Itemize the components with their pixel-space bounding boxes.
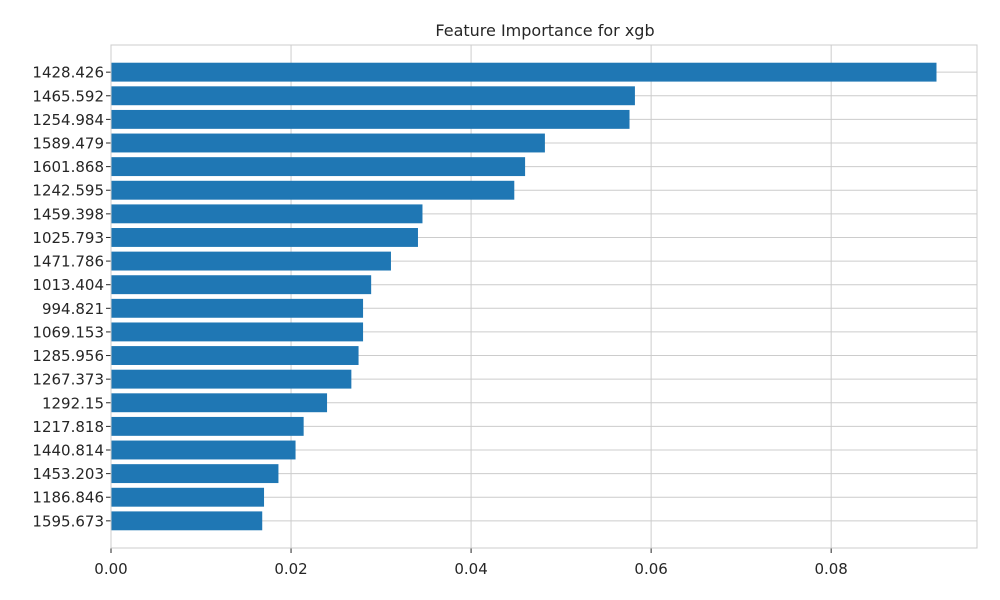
y-tick-label: 1025.793 — [32, 229, 104, 247]
x-tick-label: 0.08 — [814, 560, 847, 578]
x-tick-label: 0.04 — [454, 560, 487, 578]
y-tick-label: 1589.479 — [32, 135, 104, 153]
x-tick-label: 0.06 — [634, 560, 667, 578]
bar — [111, 204, 423, 224]
plot-frame — [110, 44, 978, 549]
y-tick-label: 1254.984 — [32, 111, 104, 129]
x-tick-label: 0.00 — [94, 560, 127, 578]
bar — [111, 86, 635, 106]
bar — [111, 416, 304, 436]
y-tick-label: 1069.153 — [32, 323, 104, 341]
y-tick-label: 1595.673 — [32, 512, 104, 530]
bars — [111, 62, 937, 531]
y-tick-label: 1471.786 — [32, 253, 104, 271]
bar — [111, 346, 359, 365]
chart-title: Feature Importance for xgb — [435, 21, 654, 40]
y-tick-label: 1242.595 — [32, 182, 104, 200]
bar — [111, 487, 265, 507]
y-tick-label: 1601.868 — [32, 158, 104, 176]
bar — [111, 180, 515, 200]
y-tick-label: 1292.15 — [42, 394, 104, 412]
y-tick-labels: 1428.426 1465.592 1254.984 1589.479 1601.868… — [32, 64, 111, 530]
y-tick-label: 1465.592 — [32, 87, 104, 105]
bar — [111, 393, 328, 413]
bar — [111, 440, 296, 460]
bar — [111, 228, 418, 247]
y-tick-label: 1217.818 — [32, 418, 104, 436]
bar — [111, 62, 937, 82]
bar — [111, 369, 352, 389]
bar — [111, 322, 364, 342]
x-tick-labels: 0.00 0.02 0.04 0.06 0.08 — [94, 548, 848, 578]
bar — [111, 133, 545, 153]
bar — [111, 464, 279, 484]
x-tick-label: 0.02 — [274, 560, 307, 578]
bar — [111, 511, 263, 531]
y-tick-label: 1285.956 — [32, 347, 104, 365]
bar — [111, 109, 630, 129]
y-tick-label: 1459.398 — [32, 205, 104, 223]
y-tick-label: 1428.426 — [32, 64, 104, 82]
bar — [111, 157, 526, 177]
y-tick-label: 1267.373 — [32, 371, 104, 389]
y-tick-label: 994.821 — [42, 300, 104, 318]
y-tick-label: 1453.203 — [32, 465, 104, 483]
y-tick-label: 1186.846 — [32, 489, 104, 507]
bar — [111, 251, 391, 271]
y-tick-label: 1440.814 — [32, 441, 104, 459]
bar — [111, 275, 372, 295]
y-tick-label: 1013.404 — [32, 276, 104, 294]
bar — [111, 298, 364, 318]
